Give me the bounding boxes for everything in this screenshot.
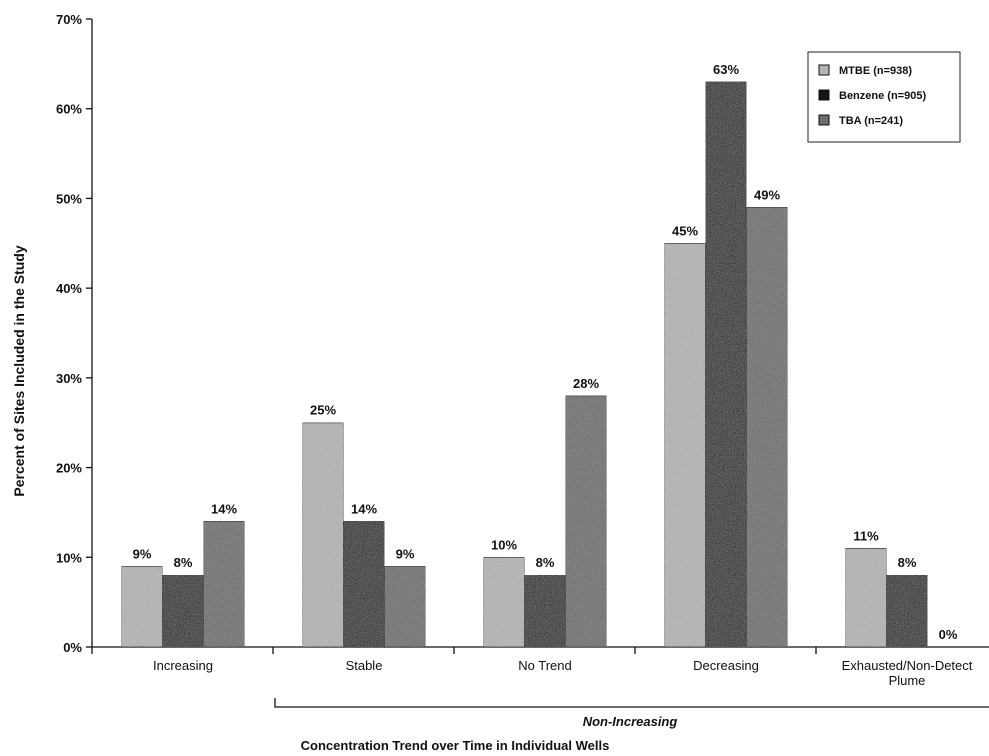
data-label: 25% xyxy=(310,403,336,418)
legend-swatch xyxy=(818,64,830,76)
bar xyxy=(664,242,706,648)
bar xyxy=(565,395,607,648)
data-label: 11% xyxy=(853,528,879,543)
data-label: 10% xyxy=(491,537,517,552)
bar xyxy=(162,574,204,648)
y-tick-label: 40% xyxy=(56,281,82,296)
bar xyxy=(203,520,245,648)
group-bracket xyxy=(274,698,989,708)
y-axis-title: Percent of Sites Included in the Study xyxy=(11,245,27,496)
x-tick-label: Stable xyxy=(346,658,383,673)
legend-swatch xyxy=(818,89,830,101)
legend-swatch xyxy=(818,114,830,126)
y-tick-label: 0% xyxy=(63,640,82,655)
y-tick-label: 50% xyxy=(56,191,82,206)
bar xyxy=(705,81,747,648)
data-label: 9% xyxy=(133,546,152,561)
bar xyxy=(483,556,525,648)
group-label: Non-Increasing xyxy=(583,714,678,729)
x-tick-label: No Trend xyxy=(518,658,571,673)
bar xyxy=(343,520,385,648)
bar xyxy=(746,206,788,648)
y-tick-label: 20% xyxy=(56,461,82,476)
x-tick-label: Increasing xyxy=(153,658,213,673)
data-label: 8% xyxy=(174,555,193,570)
y-tick-label: 10% xyxy=(56,550,82,565)
y-tick-label: 30% xyxy=(56,371,82,386)
x-axis-title: Concentration Trend over Time in Individ… xyxy=(301,738,610,753)
data-label: 14% xyxy=(351,501,377,516)
data-label: 9% xyxy=(396,546,415,561)
data-label: 45% xyxy=(672,223,698,238)
bar xyxy=(302,422,344,648)
bar xyxy=(845,547,887,648)
bracket-line xyxy=(274,698,989,708)
data-label: 28% xyxy=(573,376,599,391)
bar xyxy=(121,565,163,648)
data-labels: 9% 25% 10% 45% 11% 8% 14% 8% 63% 8% 14% 9% 28% 49% 0% xyxy=(133,62,958,642)
x-tick-label: Exhausted/Non-Detect Plume xyxy=(842,658,973,688)
legend-box xyxy=(807,51,961,143)
x-axis: Increasing Stable No Trend Decreasing Exhaus… xyxy=(91,646,989,688)
bar xyxy=(384,565,426,648)
legend-label: TBA (n=241) xyxy=(839,115,903,127)
y-tick-label: 60% xyxy=(56,102,82,117)
data-label: 8% xyxy=(536,555,555,570)
y-axis: 0% 10% 20% 30% 40% 50% 60% 70% xyxy=(56,12,93,655)
data-label: 0% xyxy=(939,627,958,642)
bar xyxy=(886,574,928,648)
data-label: 14% xyxy=(211,501,237,516)
x-tick-label: Decreasing xyxy=(693,658,759,673)
bar xyxy=(524,574,566,648)
data-label: 63% xyxy=(713,62,739,77)
legend-label: Benzene (n=905) xyxy=(839,90,926,102)
data-label: 8% xyxy=(898,555,917,570)
data-label: 49% xyxy=(754,187,780,202)
legend: MTBE (n=938) Benzene (n=905) TBA (n=241) xyxy=(807,51,961,143)
bars xyxy=(121,81,928,648)
y-tick-label: 70% xyxy=(56,12,82,27)
legend-label: MTBE (n=938) xyxy=(839,65,912,77)
